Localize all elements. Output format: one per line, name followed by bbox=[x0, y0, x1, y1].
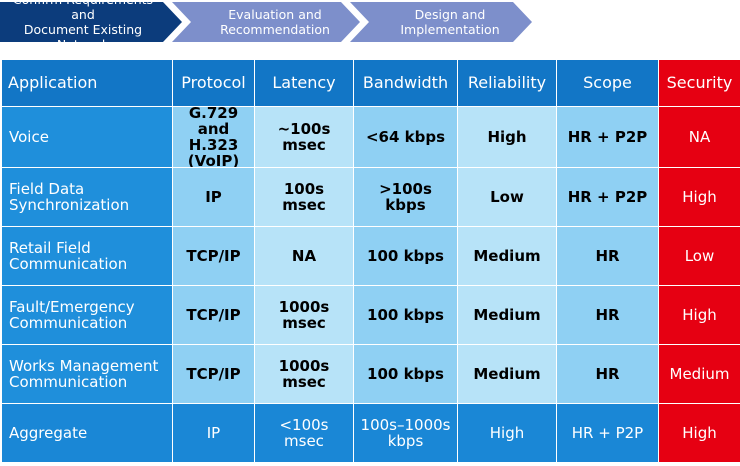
row-reliability: Medium bbox=[458, 227, 556, 285]
row-application: Aggregate bbox=[2, 404, 172, 462]
process-step-design: Design and Implementation bbox=[350, 2, 532, 42]
row-latency: NA bbox=[255, 227, 353, 285]
row-protocol: IP bbox=[173, 404, 254, 462]
row-reliability: High bbox=[458, 404, 556, 462]
row-protocol: TCP/IP bbox=[173, 345, 254, 403]
header-reliability: Reliability bbox=[458, 60, 556, 106]
requirements-table: Application Protocol Latency Bandwidth R… bbox=[2, 60, 740, 464]
row-scope: HR + P2P bbox=[557, 168, 658, 226]
process-step-evaluation: Evaluation and Recommendation bbox=[172, 2, 360, 42]
row-bandwidth: 100 kbps bbox=[354, 286, 457, 344]
row-security: High bbox=[659, 404, 740, 462]
row-protocol: TCP/IP bbox=[173, 227, 254, 285]
row-latency: <100s msec bbox=[255, 404, 353, 462]
row-latency: 100s msec bbox=[255, 168, 353, 226]
header-protocol: Protocol bbox=[173, 60, 254, 106]
row-scope: HR bbox=[557, 345, 658, 403]
row-scope: HR + P2P bbox=[557, 107, 658, 167]
row-scope: HR bbox=[557, 227, 658, 285]
header-security: Security bbox=[659, 60, 740, 106]
row-application: Voice bbox=[2, 107, 172, 167]
row-application: Field Data Synchronization bbox=[2, 168, 172, 226]
row-security: NA bbox=[659, 107, 740, 167]
row-protocol: TCP/IP bbox=[173, 286, 254, 344]
row-scope: HR + P2P bbox=[557, 404, 658, 462]
row-bandwidth: 100 kbps bbox=[354, 227, 457, 285]
row-security: Low bbox=[659, 227, 740, 285]
process-steps: Confirm Requirements and Document Existi… bbox=[0, 0, 740, 46]
row-security: High bbox=[659, 168, 740, 226]
row-bandwidth: 100 kbps bbox=[354, 345, 457, 403]
row-reliability: Low bbox=[458, 168, 556, 226]
process-step-confirm-requirements: Confirm Requirements and Document Existi… bbox=[0, 2, 182, 42]
row-application: Works Management Communication bbox=[2, 345, 172, 403]
row-latency: 1000s msec bbox=[255, 286, 353, 344]
row-reliability: High bbox=[458, 107, 556, 167]
header-bandwidth: Bandwidth bbox=[354, 60, 457, 106]
header-scope: Scope bbox=[557, 60, 658, 106]
row-reliability: Medium bbox=[458, 286, 556, 344]
row-protocol: IP bbox=[173, 168, 254, 226]
row-scope: HR bbox=[557, 286, 658, 344]
row-security: Medium bbox=[659, 345, 740, 403]
row-bandwidth: 100s–1000s kbps bbox=[354, 404, 457, 462]
row-latency: 1000s msec bbox=[255, 345, 353, 403]
row-protocol: G.729 and H.323 (VoIP) bbox=[173, 107, 254, 167]
row-security: High bbox=[659, 286, 740, 344]
row-bandwidth: >100s kbps bbox=[354, 168, 457, 226]
row-reliability: Medium bbox=[458, 345, 556, 403]
row-application: Fault/Emergency Communication bbox=[2, 286, 172, 344]
row-bandwidth: <64 kbps bbox=[354, 107, 457, 167]
header-latency: Latency bbox=[255, 60, 353, 106]
header-application: Application bbox=[2, 60, 172, 106]
row-application: Retail Field Communication bbox=[2, 227, 172, 285]
row-latency: ~100s msec bbox=[255, 107, 353, 167]
